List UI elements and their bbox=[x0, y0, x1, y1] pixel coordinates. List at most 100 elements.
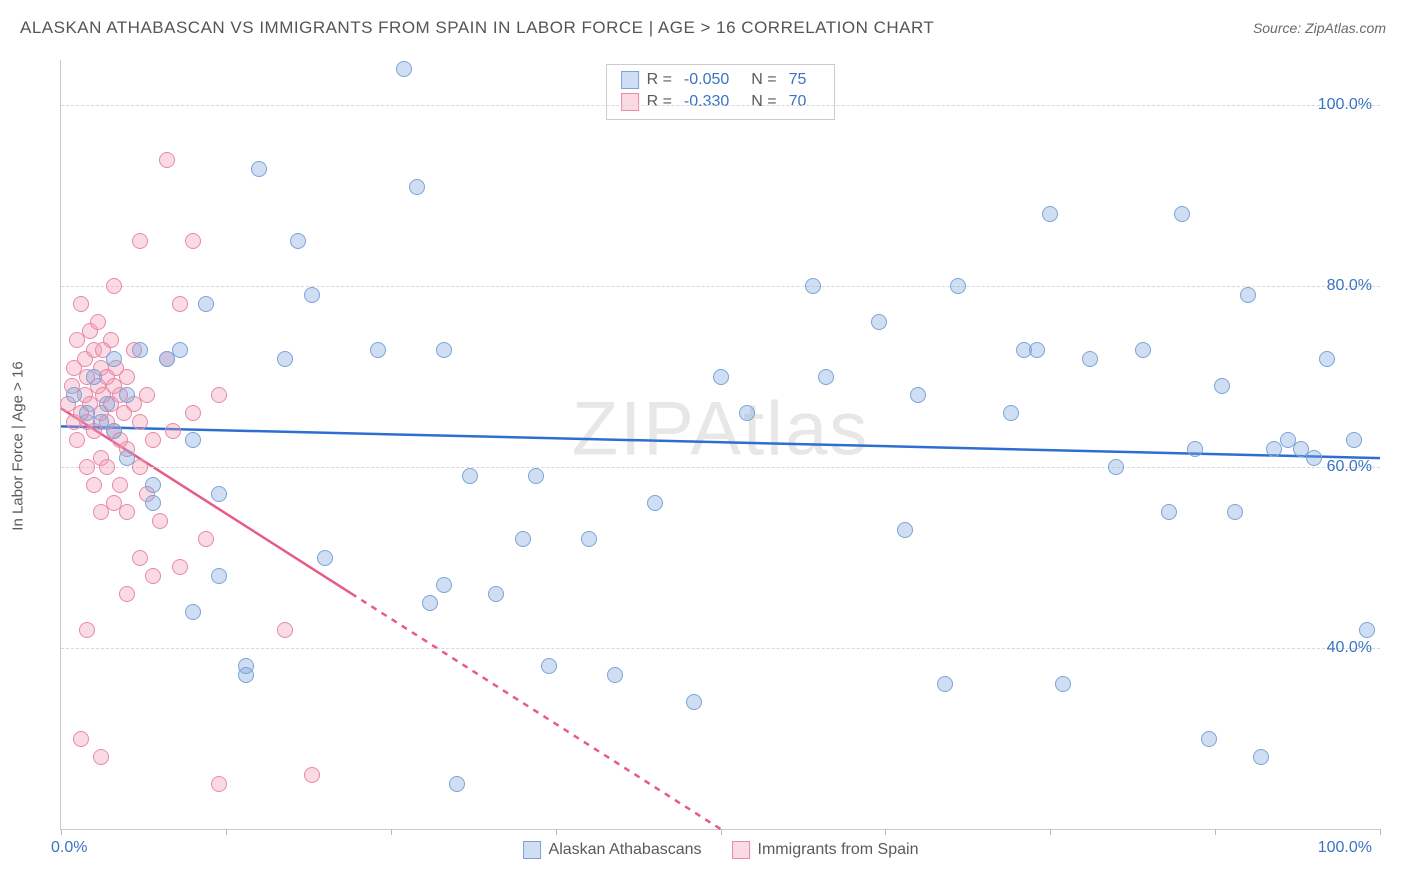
data-point-blue bbox=[119, 450, 135, 466]
data-point-pink bbox=[277, 622, 293, 638]
data-point-pink bbox=[106, 278, 122, 294]
scatter-plot-area: ZIPAtlas R = -0.050 N = 75 R = -0.330 N … bbox=[60, 60, 1380, 830]
data-point-blue bbox=[1029, 342, 1045, 358]
swatch-pink-icon bbox=[732, 841, 750, 859]
data-point-blue bbox=[541, 658, 557, 674]
correlation-legend-row-pink: R = -0.330 N = 70 bbox=[621, 91, 821, 113]
data-point-pink bbox=[145, 568, 161, 584]
n-value-pink: 70 bbox=[789, 93, 807, 111]
correlation-legend: R = -0.050 N = 75 R = -0.330 N = 70 bbox=[606, 64, 836, 120]
data-point-blue bbox=[211, 568, 227, 584]
data-point-blue bbox=[713, 369, 729, 385]
r-value-pink: -0.330 bbox=[684, 93, 729, 111]
x-axis-min-label: 0.0% bbox=[51, 839, 87, 857]
regression-line bbox=[351, 593, 720, 829]
y-tick-label: 40.0% bbox=[1327, 639, 1372, 657]
data-point-pink bbox=[119, 586, 135, 602]
data-point-blue bbox=[1201, 731, 1217, 747]
data-point-blue bbox=[686, 694, 702, 710]
data-point-blue bbox=[950, 278, 966, 294]
data-point-blue bbox=[185, 432, 201, 448]
y-axis-title: In Labor Force | Age > 16 bbox=[10, 361, 27, 530]
data-point-blue bbox=[172, 342, 188, 358]
r-value-blue: -0.050 bbox=[684, 71, 729, 89]
r-label: R = bbox=[647, 93, 672, 111]
correlation-legend-row-blue: R = -0.050 N = 75 bbox=[621, 69, 821, 91]
data-point-blue bbox=[99, 396, 115, 412]
data-point-blue bbox=[1055, 676, 1071, 692]
x-tick bbox=[1380, 829, 1381, 835]
x-axis-max-label: 100.0% bbox=[1318, 839, 1372, 857]
gridline bbox=[61, 648, 1380, 649]
data-point-blue bbox=[1082, 351, 1098, 367]
data-point-pink bbox=[159, 152, 175, 168]
data-point-pink bbox=[211, 387, 227, 403]
n-label: N = bbox=[751, 71, 776, 89]
data-point-blue bbox=[818, 369, 834, 385]
n-label: N = bbox=[751, 93, 776, 111]
data-point-blue bbox=[1359, 622, 1375, 638]
data-point-blue bbox=[581, 531, 597, 547]
data-point-blue bbox=[211, 486, 227, 502]
legend-label-blue: Alaskan Athabascans bbox=[549, 841, 702, 859]
data-point-pink bbox=[86, 477, 102, 493]
x-tick bbox=[556, 829, 557, 835]
swatch-blue-icon bbox=[621, 71, 639, 89]
n-value-blue: 75 bbox=[789, 71, 807, 89]
data-point-blue bbox=[515, 531, 531, 547]
data-point-pink bbox=[90, 314, 106, 330]
data-point-pink bbox=[152, 513, 168, 529]
x-tick bbox=[1050, 829, 1051, 835]
data-point-blue bbox=[910, 387, 926, 403]
data-point-blue bbox=[145, 477, 161, 493]
data-point-blue bbox=[1214, 378, 1230, 394]
data-point-pink bbox=[165, 423, 181, 439]
data-point-pink bbox=[69, 432, 85, 448]
title-bar: ALASKAN ATHABASCAN VS IMMIGRANTS FROM SP… bbox=[20, 18, 1386, 38]
data-point-blue bbox=[1174, 206, 1190, 222]
data-point-blue bbox=[238, 658, 254, 674]
gridline bbox=[61, 286, 1380, 287]
regression-line bbox=[61, 408, 351, 593]
data-point-blue bbox=[290, 233, 306, 249]
data-point-blue bbox=[1319, 351, 1335, 367]
data-point-pink bbox=[119, 504, 135, 520]
data-point-blue bbox=[198, 296, 214, 312]
legend-item-blue: Alaskan Athabascans bbox=[523, 841, 702, 859]
data-point-blue bbox=[805, 278, 821, 294]
chart-title: ALASKAN ATHABASCAN VS IMMIGRANTS FROM SP… bbox=[20, 18, 934, 38]
data-point-pink bbox=[132, 414, 148, 430]
legend-label-pink: Immigrants from Spain bbox=[758, 841, 919, 859]
data-point-pink bbox=[185, 233, 201, 249]
data-point-blue bbox=[449, 776, 465, 792]
data-point-blue bbox=[897, 522, 913, 538]
data-point-pink bbox=[185, 405, 201, 421]
data-point-blue bbox=[251, 161, 267, 177]
data-point-blue bbox=[528, 468, 544, 484]
x-tick bbox=[721, 829, 722, 835]
data-point-blue bbox=[304, 287, 320, 303]
data-point-pink bbox=[93, 749, 109, 765]
legend-item-pink: Immigrants from Spain bbox=[732, 841, 919, 859]
data-point-blue bbox=[1253, 749, 1269, 765]
data-point-blue bbox=[1135, 342, 1151, 358]
data-point-pink bbox=[211, 776, 227, 792]
data-point-pink bbox=[119, 369, 135, 385]
data-point-blue bbox=[436, 577, 452, 593]
x-tick bbox=[885, 829, 886, 835]
data-point-blue bbox=[145, 495, 161, 511]
data-point-pink bbox=[172, 296, 188, 312]
data-point-blue bbox=[370, 342, 386, 358]
data-point-pink bbox=[93, 504, 109, 520]
data-point-pink bbox=[73, 731, 89, 747]
data-point-blue bbox=[396, 61, 412, 77]
data-point-blue bbox=[317, 550, 333, 566]
x-tick bbox=[226, 829, 227, 835]
data-point-blue bbox=[132, 342, 148, 358]
data-point-blue bbox=[462, 468, 478, 484]
source-attribution: Source: ZipAtlas.com bbox=[1253, 20, 1386, 36]
x-tick bbox=[1215, 829, 1216, 835]
data-point-blue bbox=[1346, 432, 1362, 448]
data-point-blue bbox=[1187, 441, 1203, 457]
data-point-pink bbox=[132, 459, 148, 475]
